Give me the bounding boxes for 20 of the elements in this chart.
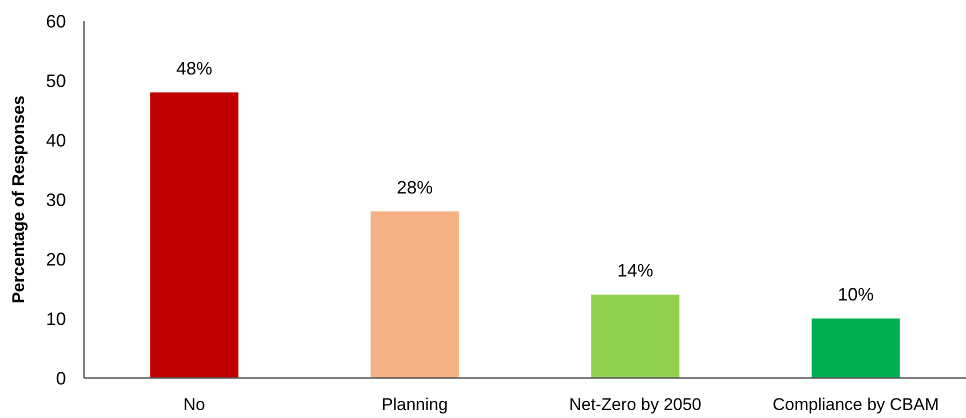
x-tick-label: No	[183, 395, 206, 414]
bar	[812, 318, 900, 378]
y-tick-label: 10	[46, 308, 66, 329]
y-tick-label: 60	[46, 11, 66, 32]
x-tick-label: Net-Zero by 2050	[569, 395, 702, 414]
data-label: 28%	[396, 177, 433, 198]
x-tick-label: Compliance by CBAM	[772, 395, 939, 414]
y-tick-label: 0	[56, 368, 66, 388]
y-axis-title: Percentage of Responses	[9, 96, 28, 304]
y-tick-label: 20	[46, 249, 66, 270]
bar	[591, 294, 680, 378]
bar	[370, 211, 459, 378]
y-tick-label: 30	[46, 190, 66, 210]
y-tick-label: 40	[46, 130, 66, 150]
x-tick-label: Planning	[382, 395, 448, 414]
data-label: 10%	[838, 284, 874, 304]
y-tick-label: 50	[46, 70, 66, 91]
bar	[150, 92, 238, 378]
data-label: 14%	[617, 260, 654, 281]
data-label: 48%	[176, 58, 212, 78]
